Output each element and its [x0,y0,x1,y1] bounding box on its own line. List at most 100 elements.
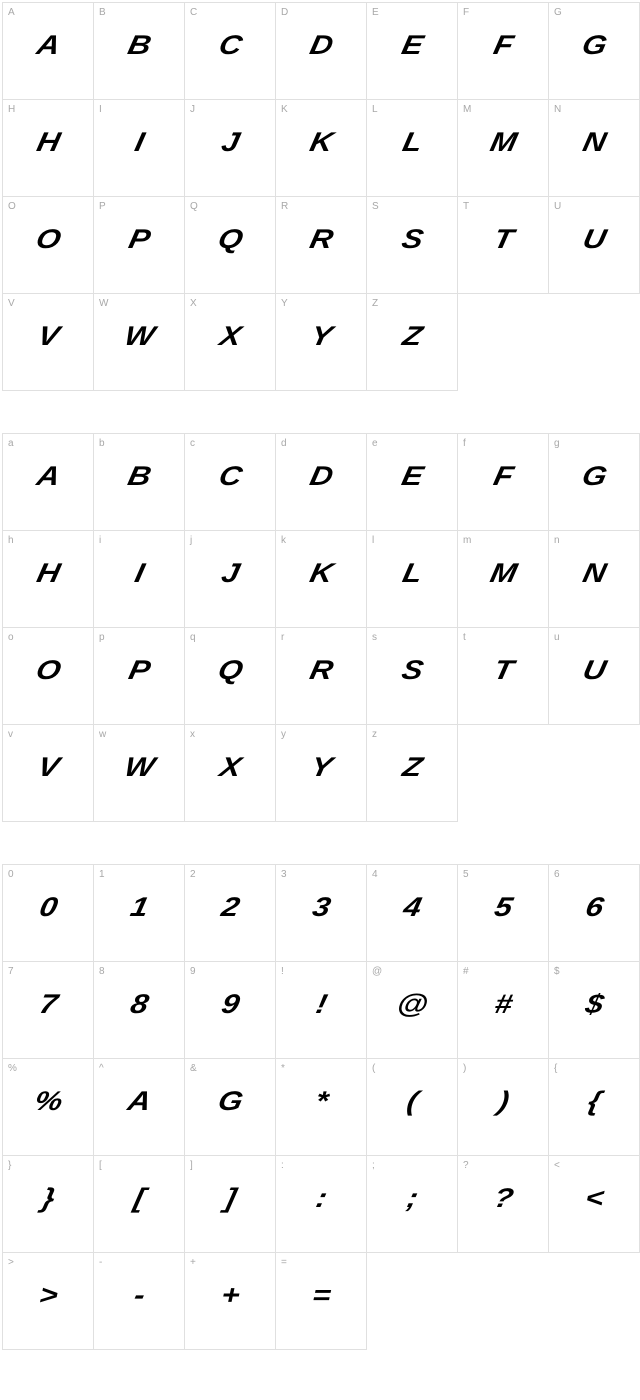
glyph-cell: uU [549,628,640,725]
glyph-label: z [372,729,377,740]
glyph-label: l [372,535,374,546]
glyph-display: { [539,1086,640,1117]
glyph-cell: II [94,100,185,197]
glyph-cell: PP [94,197,185,294]
glyph-label: D [281,7,288,18]
glyph-cell: %% [3,1059,94,1156]
glyph-label: + [190,1257,196,1268]
glyph-label: : [281,1160,284,1171]
glyph-label: k [281,535,286,546]
glyph-label: 5 [463,869,469,880]
empty-cell [458,725,549,822]
glyph-cell: OO [3,197,94,294]
glyph-cell: yY [276,725,367,822]
glyph-cell: fF [458,434,549,531]
glyph-cell: ?? [458,1156,549,1253]
glyph-label: ! [281,966,284,977]
glyph-label: W [99,298,108,309]
glyph-label: [ [99,1160,102,1171]
glyph-cell: HH [3,100,94,197]
glyph-cell: CC [185,3,276,100]
glyph-label: B [99,7,106,18]
glyph-label: # [463,966,469,977]
glyph-cell: mM [458,531,549,628]
glyph-cell: WW [94,294,185,391]
glyph-cell: bB [94,434,185,531]
glyph-label: Z [372,298,378,309]
glyph-cell: AA [3,3,94,100]
glyph-label: ( [372,1063,375,1074]
glyph-label: P [99,201,106,212]
glyph-cell: 11 [94,865,185,962]
glyph-cell: zZ [367,725,458,822]
glyph-cell: dD [276,434,367,531]
glyph-label: q [190,632,196,643]
glyph-label: p [99,632,105,643]
glyph-label: < [554,1160,560,1171]
glyph-label: > [8,1257,14,1268]
glyph-cell: vV [3,725,94,822]
empty-cell [458,1253,549,1350]
glyph-display: $ [539,989,640,1020]
glyph-cell: qQ [185,628,276,725]
glyph-label: H [8,104,15,115]
glyph-cell: 99 [185,962,276,1059]
glyph-cell: sS [367,628,458,725]
glyph-label: A [8,7,15,18]
glyph-cell: 77 [3,962,94,1059]
glyph-label: $ [554,966,560,977]
empty-cell [367,1253,458,1350]
glyph-cell: ZZ [367,294,458,391]
glyph-cell: EE [367,3,458,100]
glyph-label: v [8,729,13,740]
glyph-display: < [539,1183,640,1214]
glyph-label: h [8,535,14,546]
glyph-label: f [463,438,466,449]
glyph-cell: ** [276,1059,367,1156]
glyph-cell: ^A [94,1059,185,1156]
glyph-cell: XX [185,294,276,391]
glyph-cell: [[ [94,1156,185,1253]
glyph-cell: GG [549,3,640,100]
glyph-label: n [554,535,560,546]
glyph-label: J [190,104,195,115]
glyph-cell: ;; [367,1156,458,1253]
glyph-display: N [539,127,640,158]
glyph-cell: ++ [185,1253,276,1350]
glyph-display: Z [357,321,467,352]
glyph-label: L [372,104,378,115]
glyph-label: 0 [8,869,14,880]
glyph-cell: ## [458,962,549,1059]
glyph-cell: iI [94,531,185,628]
glyph-label: b [99,438,105,449]
glyph-cell: 33 [276,865,367,962]
glyph-label: a [8,438,14,449]
glyph-grid: 00112233445566778899!!@@##$$%%^A&G**(())… [2,864,640,1350]
glyph-cell: >> [3,1253,94,1350]
glyph-label: Q [190,201,198,212]
glyph-label: E [372,7,379,18]
glyph-label: - [99,1257,102,1268]
glyph-cell: NN [549,100,640,197]
glyph-cell: 66 [549,865,640,962]
glyph-label: 8 [99,966,105,977]
glyph-display: G [539,461,640,492]
glyph-label: Y [281,298,288,309]
glyph-cell: @@ [367,962,458,1059]
glyph-label: { [554,1063,557,1074]
glyph-cell: wW [94,725,185,822]
glyph-label: O [8,201,16,212]
glyph-cell: 44 [367,865,458,962]
glyph-label: I [99,104,102,115]
glyph-cell: == [276,1253,367,1350]
glyph-label: d [281,438,287,449]
glyph-label: 9 [190,966,196,977]
glyph-label: @ [372,966,382,977]
glyph-cell: JJ [185,100,276,197]
glyph-label: 4 [372,869,378,880]
glyph-cell: aA [3,434,94,531]
glyph-cell: tT [458,628,549,725]
glyph-label: r [281,632,284,643]
glyph-label: o [8,632,14,643]
glyph-label: y [281,729,286,740]
